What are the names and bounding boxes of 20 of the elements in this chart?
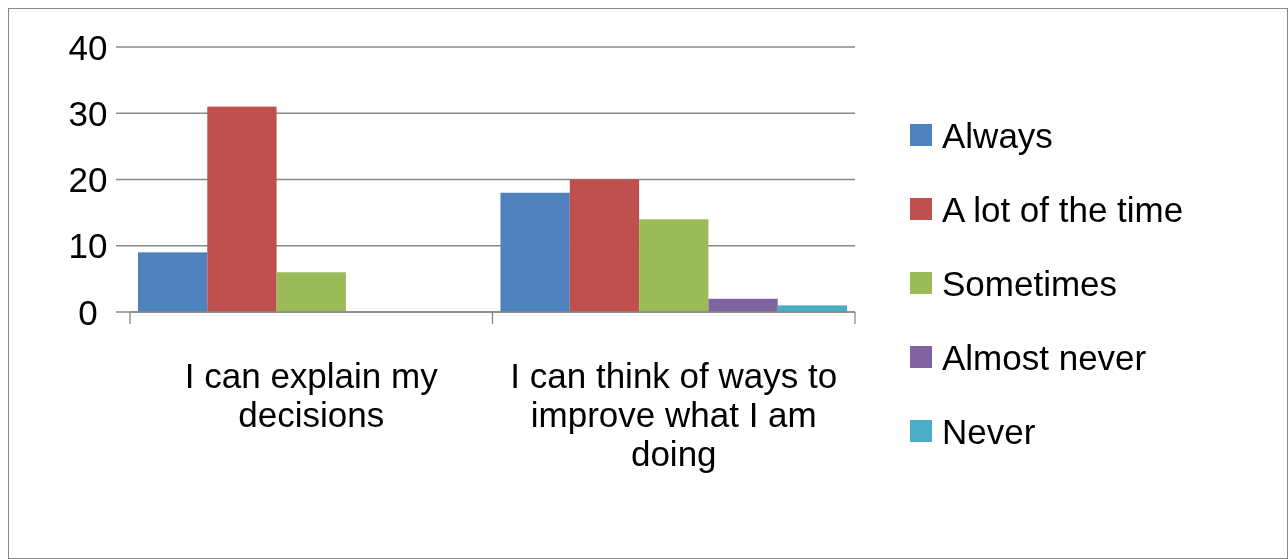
y-tick-label: 20 (68, 160, 108, 199)
x-tick-label: I can think of ways to improve what I am doing (510, 356, 838, 473)
bar (777, 305, 848, 312)
y-tick-label: 30 (68, 93, 108, 133)
legend-label: Never (942, 411, 1036, 451)
bar (207, 106, 277, 312)
bar (137, 252, 208, 312)
bar (639, 219, 709, 312)
legend-label: Sometimes (942, 263, 1118, 303)
bar (708, 298, 778, 312)
bar (569, 179, 640, 312)
y-tick-label: 40 (68, 27, 108, 67)
y-tick-label: 0 (78, 292, 98, 332)
legend-label: Almost never (942, 337, 1147, 377)
bar (500, 192, 570, 312)
y-tick-label: 10 (68, 226, 108, 266)
x-tick-label: I can explain my decisions (184, 356, 439, 434)
legend-label: A lot of the time (942, 189, 1184, 229)
legend-label: Always (942, 115, 1053, 155)
bar (276, 272, 346, 312)
